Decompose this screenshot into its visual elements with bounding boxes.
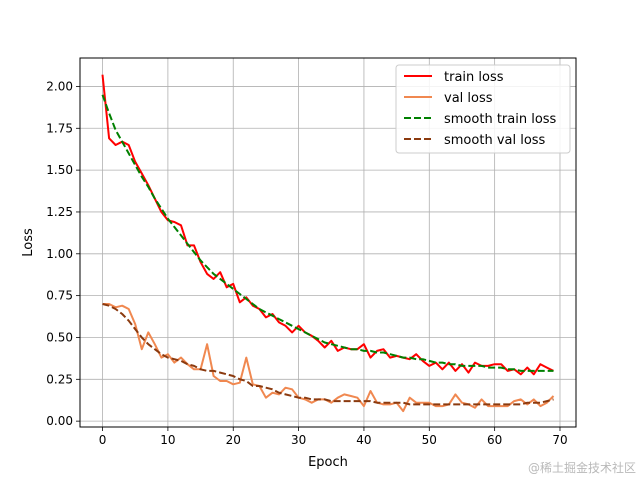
legend-label: smooth val loss [444, 133, 546, 148]
series-line-smooth-train-loss [101, 94, 554, 372]
x-tick-label: 10 [160, 433, 175, 447]
axis-ticks: 0 10 20 30 40 50 60 70 0.00 0.25 0.50 0.75 1.00 1.25 1… [46, 79, 567, 447]
series-line-train-loss [101, 74, 554, 376]
y-axis-label: Loss [21, 228, 36, 257]
x-tick-label: 30 [291, 433, 306, 447]
y-tick-label: 0.50 [46, 330, 73, 344]
legend-label: train loss [444, 70, 504, 85]
x-tick-label: 70 [552, 433, 567, 447]
series-line-val-loss [102, 303, 555, 413]
y-tick-label: 0.75 [46, 289, 73, 303]
y-tick-label: 1.50 [46, 163, 73, 177]
plot-frame [79, 57, 577, 428]
x-tick-label: 40 [356, 433, 371, 447]
series-lines [101, 74, 555, 413]
y-tick-label: 1.75 [46, 121, 73, 135]
x-tick-label: 50 [422, 433, 437, 447]
watermark-text: @稀土掘金技术社区 [528, 460, 636, 475]
y-tick-label: 0.25 [46, 372, 73, 386]
x-tick-label: 0 [99, 433, 107, 447]
series-line-smooth-val-loss [102, 303, 554, 406]
x-axis-label: Epoch [308, 455, 348, 470]
x-tick-label: 60 [487, 433, 502, 447]
x-tick-label: 20 [226, 433, 241, 447]
y-tick-label: 2.00 [46, 79, 73, 93]
legend-label: smooth train loss [444, 112, 557, 127]
y-tick-label: 1.00 [46, 247, 73, 261]
y-tick-label: 1.25 [46, 205, 73, 219]
y-tick-label: 0.00 [46, 414, 73, 428]
legend: train loss val loss smooth train loss smoot… [395, 64, 571, 154]
legend-label: val loss [444, 91, 493, 106]
legend-box [395, 64, 571, 154]
